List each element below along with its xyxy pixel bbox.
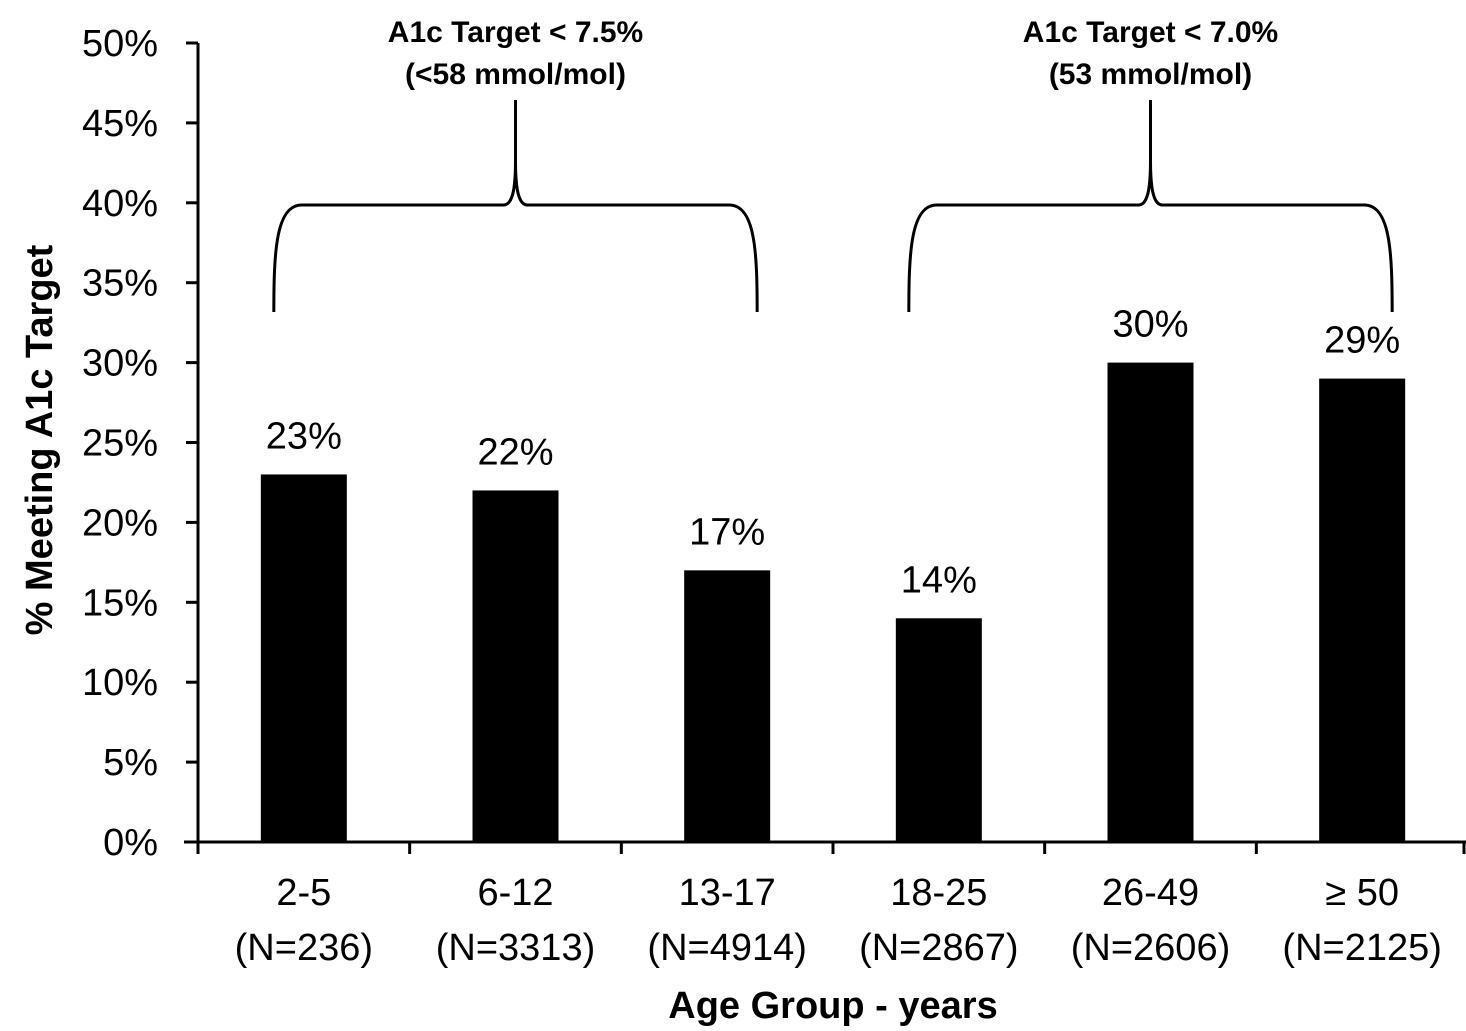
x-tick-label: 26-49 [1102, 872, 1199, 914]
y-tick-label: 35% [82, 263, 158, 305]
data-label: 30% [1112, 304, 1188, 346]
x-tick-count: (N=236) [235, 927, 373, 969]
annotation-subtitle: (53 mmol/mol) [1049, 58, 1252, 91]
y-axis-title: % Meeting A1c Target [19, 244, 61, 635]
data-label: 23% [266, 415, 342, 457]
x-tick-count: (N=2606) [1071, 927, 1230, 969]
annotations: A1c Target < 7.5% (<58 mmol/mol) A1c Targe… [272, 16, 1394, 313]
data-label: 14% [901, 559, 977, 601]
y-tick-label: 45% [82, 103, 158, 145]
annotation-title: A1c Target < 7.5% [388, 16, 643, 49]
x-tick-label: ≥ 50 [1325, 872, 1399, 914]
annotation-brace [907, 100, 1394, 313]
x-tick-count: (N=2125) [1282, 927, 1441, 969]
x-tick-label: 13-17 [679, 872, 776, 914]
data-label: 29% [1324, 320, 1400, 362]
bar [1107, 362, 1194, 842]
annotation-title: A1c Target < 7.0% [1023, 16, 1278, 49]
x-tick-count: (N=2867) [859, 927, 1018, 969]
bars: 23% 22% 17% 14% 30% 29% [260, 304, 1406, 842]
data-label: 22% [477, 431, 553, 473]
x-tick-count: (N=4914) [647, 927, 806, 969]
bar [684, 570, 771, 842]
data-label: 17% [689, 511, 765, 553]
x-tick-count: (N=3313) [436, 927, 595, 969]
bar [472, 490, 559, 842]
annotation-brace [272, 100, 759, 313]
axes: 0% 5% 10% 15% 20% 25% 30% 35% 40% 45% 50% 2-5 (N=236… [82, 23, 1466, 969]
y-tick-label: 50% [82, 23, 158, 65]
x-tick-label: 18-25 [890, 872, 987, 914]
y-tick-label: 5% [103, 742, 158, 784]
y-tick-label: 40% [82, 183, 158, 225]
y-tick-label: 20% [82, 502, 158, 544]
y-tick-label: 25% [82, 423, 158, 465]
x-tick-label: 6-12 [477, 872, 553, 914]
bar [260, 474, 347, 842]
annotation-subtitle: (<58 mmol/mol) [405, 58, 626, 91]
y-tick-label: 30% [82, 343, 158, 385]
bar [1319, 378, 1406, 842]
y-tick-label: 0% [103, 822, 158, 864]
x-tick-label: 2-5 [276, 872, 331, 914]
y-tick-label: 15% [82, 582, 158, 624]
x-axis-title: Age Group - years [668, 985, 997, 1027]
bar [895, 618, 982, 842]
y-tick-label: 10% [82, 662, 158, 704]
